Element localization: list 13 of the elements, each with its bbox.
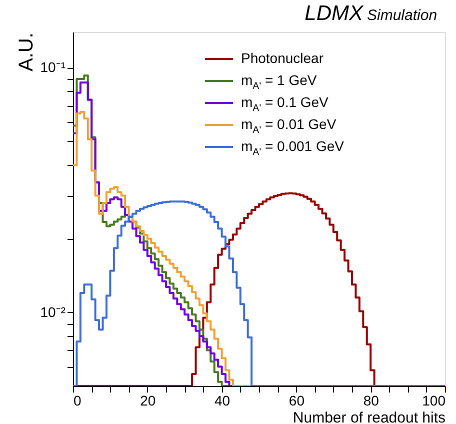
x-axis-title: Number of readout hits: [292, 410, 446, 424]
y-tick-label: 10⁻¹: [40, 59, 66, 76]
y-axis-title: A.U.: [15, 32, 38, 72]
x-tick-label: 60: [288, 392, 305, 408]
x-tick-label: 0: [74, 392, 82, 408]
x-tick-label: 40: [214, 392, 230, 408]
legend-label: Photonuclear: [241, 50, 324, 66]
y-tick-label: 10⁻²: [40, 304, 66, 320]
chart-subtitle: Simulation: [367, 7, 438, 24]
x-tick-label: 100: [422, 392, 446, 408]
chart-title: LDMX: [304, 2, 364, 25]
x-tick-label: 80: [363, 392, 380, 408]
x-tick-label: 20: [140, 392, 156, 408]
